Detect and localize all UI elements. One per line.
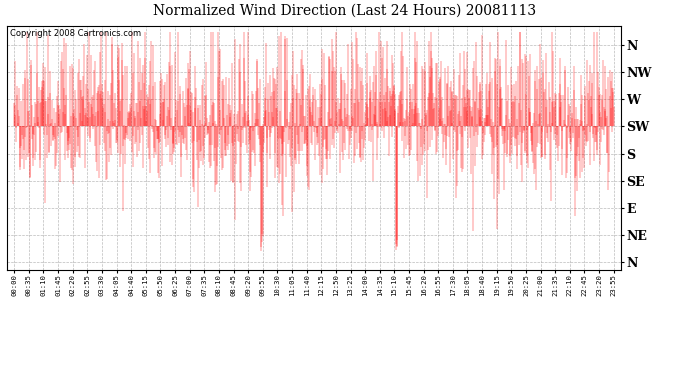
Text: Normalized Wind Direction (Last 24 Hours) 20081113: Normalized Wind Direction (Last 24 Hours… [153,4,537,18]
Text: Copyright 2008 Cartronics.com: Copyright 2008 Cartronics.com [10,29,141,38]
